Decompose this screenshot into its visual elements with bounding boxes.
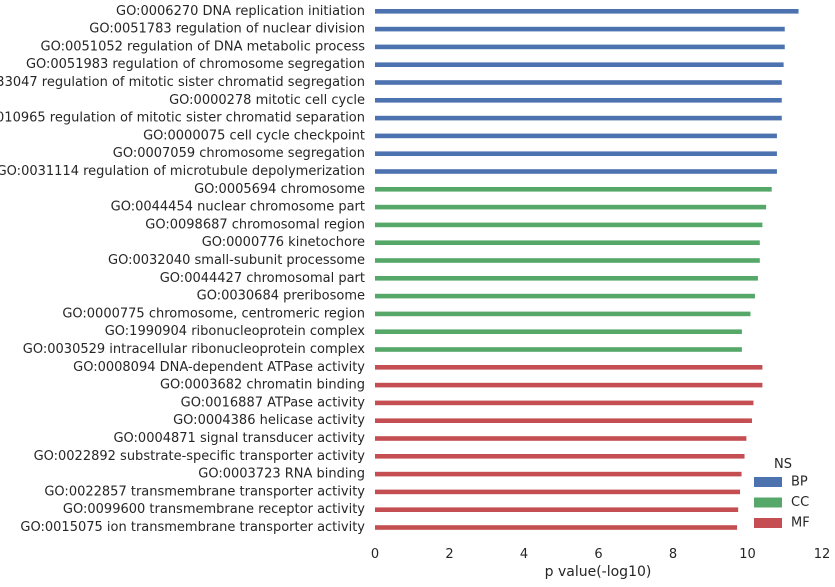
- legend-label-mf: MF: [791, 516, 810, 531]
- bar-mf: [375, 365, 763, 370]
- category-label: GO:0030529 intracellular ribonucleoprote…: [23, 342, 366, 357]
- category-label: GO:0051052 regulation of DNA metabolic p…: [41, 39, 366, 54]
- category-label: GO:0000278 mitotic cell cycle: [169, 93, 365, 108]
- bar-cc: [375, 187, 772, 192]
- category-label: GO:0008094 DNA-dependent ATPase activity: [73, 360, 365, 375]
- x-tick-label: 0: [371, 547, 379, 562]
- bar-bp: [375, 169, 777, 174]
- legend-swatch-mf: [754, 518, 782, 528]
- category-label: GO:0006270 DNA replication initiation: [116, 4, 365, 19]
- category-label: GO:0099600 transmembrane receptor activi…: [63, 502, 365, 517]
- bar-mf: [375, 382, 763, 388]
- category-label: GO:0016887 ATPase activity: [181, 395, 366, 410]
- bar-bp: [375, 26, 785, 32]
- category-label: GO:0000075 cell cycle checkpoint: [143, 128, 365, 143]
- bar-mf: [375, 525, 738, 530]
- bar-cc: [375, 347, 742, 352]
- category-label: GO:0032040 small-subunit processome: [108, 253, 365, 268]
- legend-swatch-cc: [754, 497, 782, 508]
- legend-swatch-bp: [754, 477, 782, 487]
- legend: NS BP CC MF: [754, 457, 810, 531]
- category-label: GO:1990904 ribonucleoprotein complex: [105, 324, 366, 339]
- bar-bp: [375, 80, 782, 85]
- category-label: GO:0051783 regulation of nuclear divisio…: [89, 22, 365, 37]
- category-label: GO:0003682 chromatin binding: [160, 378, 365, 393]
- bar-cc: [375, 222, 763, 228]
- bar-cc: [375, 311, 751, 317]
- x-tick-label: 10: [739, 547, 756, 562]
- category-label: GO:0007059 chromosome segregation: [113, 146, 365, 161]
- category-label: GO:0010965 regulation of mitotic sister …: [0, 111, 365, 126]
- bar-bp: [375, 151, 777, 156]
- bar-mf: [375, 507, 739, 512]
- x-axis-ticks: 0 2 4 6 8 10 12: [371, 547, 830, 562]
- category-label: GO:0000776 kinetochore: [202, 235, 365, 250]
- category-label: GO:0004871 signal transducer activity: [113, 431, 365, 446]
- category-label: GO:0051983 regulation of chromosome segr…: [26, 57, 365, 72]
- bar-bp: [375, 9, 799, 14]
- legend-label-bp: BP: [791, 475, 808, 490]
- category-label: GO:0003723 RNA binding: [198, 467, 365, 482]
- bar-mf: [375, 454, 745, 459]
- category-label: GO:0004386 helicase activity: [173, 413, 365, 428]
- legend-label-cc: CC: [791, 495, 809, 510]
- bar-mf: [375, 436, 747, 441]
- category-label: GO:0030684 preribosome: [197, 289, 365, 304]
- bar-cc: [375, 204, 767, 210]
- bar-cc: [375, 276, 758, 281]
- category-label: GO:0033047 regulation of mitotic sister …: [0, 75, 365, 90]
- category-label: GO:0015075 ion transmembrane transporter…: [20, 520, 365, 535]
- bar-cc: [375, 240, 760, 245]
- bar-mf: [375, 489, 741, 495]
- category-label: GO:0098687 chromosomal region: [145, 217, 365, 232]
- category-label: GO:0000775 chromosome, centromeric regio…: [62, 306, 365, 321]
- category-label: GO:0022892 substrate-specific transporte…: [34, 449, 366, 464]
- bar-cc: [375, 293, 755, 299]
- x-axis-label: p value(-log10): [545, 564, 652, 580]
- bar-cc: [375, 258, 760, 263]
- bar-bp: [375, 98, 782, 103]
- bar-cc: [375, 329, 742, 334]
- category-labels: GO:0006270 DNA replication initiation GO:…: [0, 4, 365, 535]
- category-label: GO:0005694 chromosome: [194, 182, 365, 197]
- bar-mf: [375, 471, 742, 477]
- category-label: GO:0044454 nuclear chromosome part: [111, 200, 365, 215]
- bar-bp: [375, 133, 777, 139]
- x-tick-label: 12: [814, 547, 831, 562]
- category-label: GO:0022857 transmembrane transporter act…: [44, 484, 365, 499]
- bar-mf: [375, 400, 754, 406]
- bar-mf: [375, 418, 752, 423]
- category-label: GO:0031114 regulation of microtubule dep…: [0, 164, 365, 179]
- bar-bp: [375, 44, 785, 50]
- category-label: GO:0044427 chromosomal part: [160, 271, 365, 286]
- x-tick-label: 6: [594, 547, 602, 562]
- legend-items: BP CC MF: [754, 475, 810, 531]
- x-tick-label: 2: [445, 547, 453, 562]
- bar-bp: [375, 115, 782, 121]
- x-tick-label: 8: [669, 547, 677, 562]
- bars-layer: [375, 9, 799, 530]
- bar-bp: [375, 62, 784, 67]
- legend-title: NS: [774, 457, 792, 472]
- x-tick-label: 4: [520, 547, 528, 562]
